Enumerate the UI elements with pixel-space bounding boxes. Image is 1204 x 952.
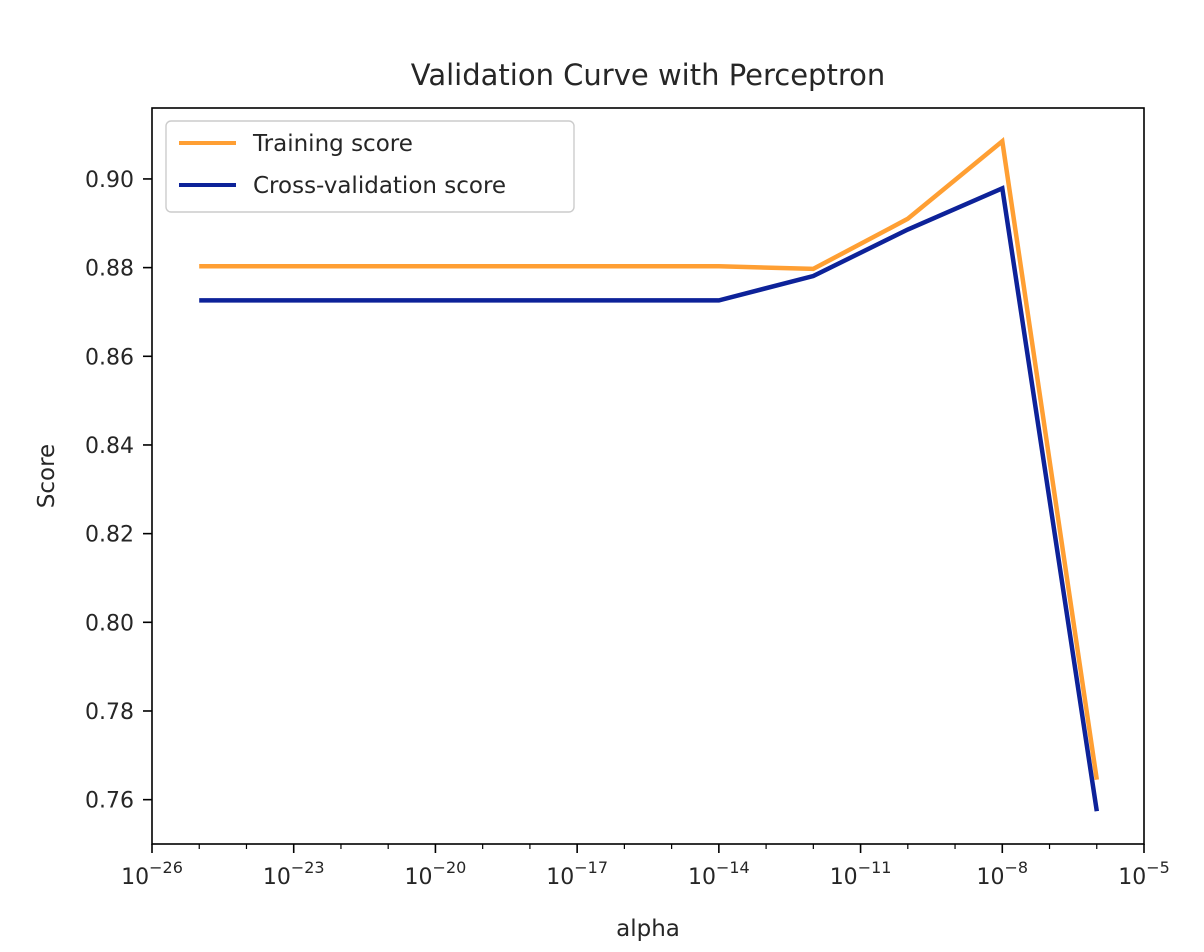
y-axis-ticks: 0.76 0.78 0.80 0.82 0.84 0.86 0.88 0.90 <box>85 168 152 814</box>
x-tick-label: 10−5 <box>1118 858 1170 890</box>
y-tick-label: 0.76 <box>85 789 134 814</box>
series-layer <box>199 137 1100 812</box>
y-tick-label: 0.82 <box>85 523 134 548</box>
y-tick-label: 0.90 <box>85 168 134 193</box>
legend-box <box>165 120 575 213</box>
training-score-line <box>199 137 1100 781</box>
y-tick-label: 0.80 <box>85 611 134 636</box>
y-tick-label: 0.88 <box>85 257 134 282</box>
chart-title: Validation Curve with Perceptron <box>411 58 886 92</box>
legend-label-cross-validation: Cross-validation score <box>253 173 506 199</box>
legend: Training score Cross-validation score <box>165 120 575 213</box>
plot-frame <box>151 107 1145 845</box>
x-tick-label: 10−20 <box>405 858 467 890</box>
y-tick-label: 0.78 <box>85 700 134 725</box>
y-axis-label: Score <box>34 444 60 508</box>
x-axis-ticks: 10−26 10−23 10−20 10−17 10−14 10−11 10−8 10−5 <box>121 844 1170 890</box>
x-tick-label: 10−8 <box>976 858 1028 890</box>
x-tick-label: 10−23 <box>263 858 325 890</box>
y-tick-label: 0.86 <box>85 345 134 370</box>
x-tick-label: 10−11 <box>830 858 892 890</box>
x-tick-label: 10−14 <box>688 858 750 890</box>
x-tick-label: 10−17 <box>546 858 608 890</box>
y-tick-label: 0.84 <box>85 434 134 459</box>
x-tick-label: 10−26 <box>121 858 183 890</box>
legend-label-training: Training score <box>252 131 413 157</box>
x-axis-label: alpha <box>616 916 680 942</box>
cross-validation-score-line <box>199 185 1100 812</box>
